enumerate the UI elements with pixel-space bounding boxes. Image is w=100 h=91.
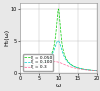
ξ = 0.100 <box>57 40 58 42</box>
Line: ξ = 0.050: ξ = 0.050 <box>20 9 97 71</box>
ξ = 0.050 <box>96 70 98 71</box>
ξ = 0.3 <box>20 66 21 67</box>
ξ = 0.050 <box>57 13 58 14</box>
ξ = 0.050 <box>58 8 59 10</box>
ξ = 0.100 <box>20 66 21 67</box>
ξ = 0.3 <box>24 66 25 67</box>
ξ = 0.3 <box>96 70 98 71</box>
ξ = 0.050 <box>92 70 94 71</box>
ξ = 0.3 <box>92 70 94 71</box>
ξ = 0.100 <box>19 66 21 67</box>
X-axis label: ω: ω <box>56 83 61 88</box>
ξ = 0.050 <box>34 65 36 66</box>
ξ = 0.100 <box>23 66 24 67</box>
ξ = 0.050 <box>23 66 24 67</box>
ξ = 0.3 <box>54 61 56 62</box>
ξ = 0.3 <box>23 66 24 67</box>
Line: ξ = 0.3: ξ = 0.3 <box>20 62 97 71</box>
ξ = 0.050 <box>20 66 21 67</box>
ξ = 0.050 <box>24 66 25 67</box>
Legend: ξ = 0.050, ξ = 0.100, ξ = 0.3: ξ = 0.050, ξ = 0.100, ξ = 0.3 <box>23 54 53 71</box>
ξ = 0.100 <box>96 70 98 71</box>
ξ = 0.3 <box>57 61 58 63</box>
Line: ξ = 0.100: ξ = 0.100 <box>20 41 97 71</box>
Y-axis label: H₁(ω): H₁(ω) <box>4 29 9 46</box>
ξ = 0.3 <box>19 66 21 67</box>
ξ = 0.100 <box>92 70 94 71</box>
ξ = 0.3 <box>34 65 36 66</box>
ξ = 0.100 <box>34 65 36 66</box>
ξ = 0.100 <box>24 66 25 67</box>
ξ = 0.050 <box>19 66 21 67</box>
ξ = 0.100 <box>57 40 59 41</box>
